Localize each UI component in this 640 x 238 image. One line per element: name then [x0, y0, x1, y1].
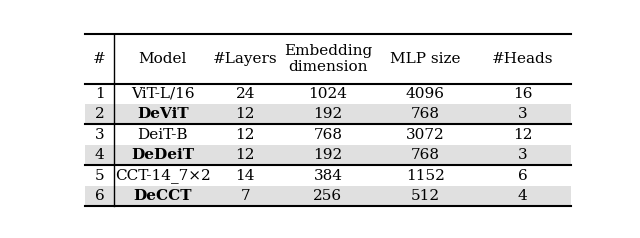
- Text: #: #: [93, 52, 106, 66]
- Bar: [85, 104, 571, 124]
- Text: 768: 768: [411, 107, 440, 121]
- Bar: [85, 186, 571, 206]
- Text: #Heads: #Heads: [492, 52, 553, 66]
- Text: 512: 512: [411, 189, 440, 203]
- Text: 2: 2: [95, 107, 104, 121]
- Text: 4: 4: [518, 189, 527, 203]
- Text: 192: 192: [314, 148, 342, 162]
- Text: 16: 16: [513, 87, 532, 101]
- Text: Model: Model: [138, 52, 187, 66]
- Text: DeViT: DeViT: [137, 107, 189, 121]
- Text: 768: 768: [314, 128, 342, 142]
- Text: 3: 3: [518, 148, 527, 162]
- Text: #Layers: #Layers: [213, 52, 278, 66]
- Text: 192: 192: [314, 107, 342, 121]
- Text: 1024: 1024: [308, 87, 348, 101]
- Text: 12: 12: [236, 128, 255, 142]
- Text: 14: 14: [236, 169, 255, 183]
- Text: CCT-14_7×2: CCT-14_7×2: [115, 168, 211, 183]
- Text: 24: 24: [236, 87, 255, 101]
- Text: 12: 12: [513, 128, 532, 142]
- Text: 6: 6: [518, 169, 527, 183]
- Text: 384: 384: [314, 169, 342, 183]
- Text: DeCCT: DeCCT: [134, 189, 192, 203]
- Text: 3072: 3072: [406, 128, 445, 142]
- Text: 768: 768: [411, 148, 440, 162]
- Text: Embedding
dimension: Embedding dimension: [284, 44, 372, 74]
- Text: 3: 3: [518, 107, 527, 121]
- Text: ViT-L/16: ViT-L/16: [131, 87, 195, 101]
- Text: MLP size: MLP size: [390, 52, 460, 66]
- Text: 5: 5: [95, 169, 104, 183]
- Text: DeDeiT: DeDeiT: [131, 148, 194, 162]
- Text: 4096: 4096: [406, 87, 445, 101]
- Bar: [85, 145, 571, 165]
- Text: 3: 3: [95, 128, 104, 142]
- Text: 7: 7: [241, 189, 250, 203]
- Text: 12: 12: [236, 148, 255, 162]
- Text: 6: 6: [95, 189, 104, 203]
- Text: 1152: 1152: [406, 169, 445, 183]
- Text: 256: 256: [314, 189, 342, 203]
- Text: DeiT-B: DeiT-B: [138, 128, 188, 142]
- Text: 4: 4: [95, 148, 104, 162]
- Text: 1: 1: [95, 87, 104, 101]
- Text: 12: 12: [236, 107, 255, 121]
